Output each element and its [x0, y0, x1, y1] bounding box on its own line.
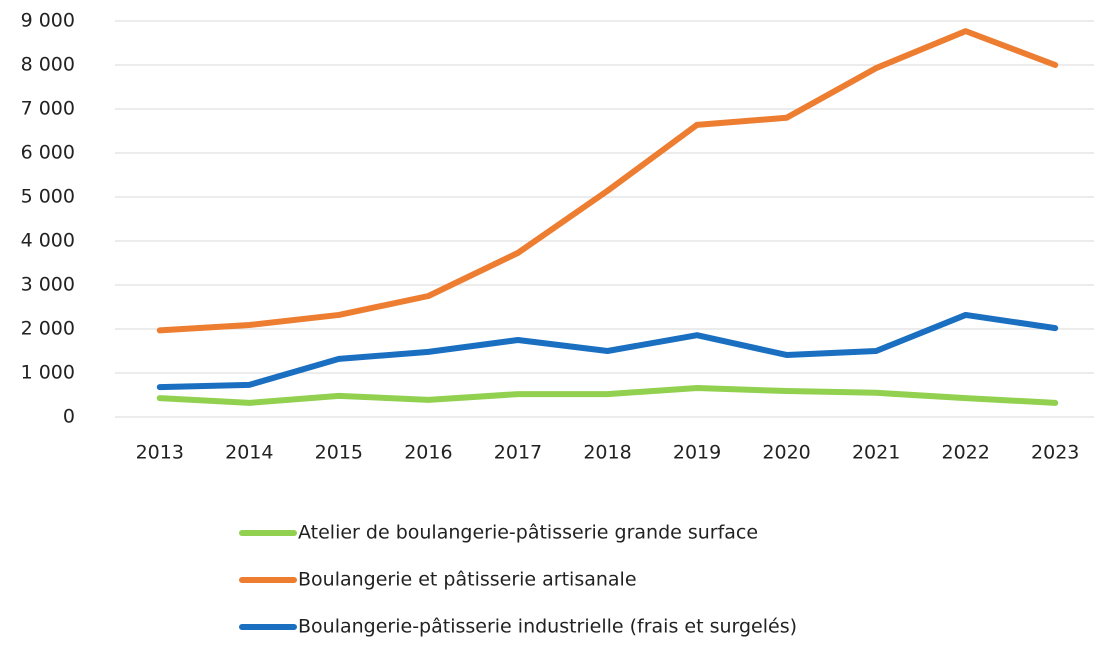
x-tick-label: 2017: [494, 442, 542, 464]
y-tick-label: 5 000: [21, 186, 75, 208]
x-tick-label: 2020: [762, 442, 810, 464]
y-tick-label: 7 000: [21, 98, 75, 120]
line-series: [156, 28, 1059, 334]
y-tick-label: 6 000: [21, 142, 75, 164]
y-tick-label: 1 000: [21, 362, 75, 384]
x-tick-label: 2016: [404, 442, 452, 464]
line-series: [156, 311, 1059, 391]
x-tick-label: 2018: [583, 442, 631, 464]
x-tick-label: 2022: [942, 442, 990, 464]
legend-label: Boulangerie-pâtisserie industrielle (fra…: [298, 616, 797, 638]
legend-label: Boulangerie et pâtisserie artisanale: [298, 569, 637, 591]
line-series: [156, 384, 1059, 406]
y-tick-label: 8 000: [21, 54, 75, 76]
x-tick-label: 2023: [1031, 442, 1079, 464]
x-tick-label: 2014: [225, 442, 273, 464]
y-tick-label: 3 000: [21, 274, 75, 296]
x-tick-label: 2013: [136, 442, 184, 464]
y-tick-label: 4 000: [21, 230, 75, 252]
y-tick-label: 2 000: [21, 318, 75, 340]
x-tick-label: 2015: [315, 442, 363, 464]
x-tick-label: 2019: [673, 442, 721, 464]
x-tick-label: 2021: [852, 442, 900, 464]
legend-label: Atelier de boulangerie-pâtisserie grande…: [298, 522, 758, 544]
y-tick-label: 9 000: [21, 10, 75, 32]
y-tick-label: 0: [63, 406, 75, 428]
